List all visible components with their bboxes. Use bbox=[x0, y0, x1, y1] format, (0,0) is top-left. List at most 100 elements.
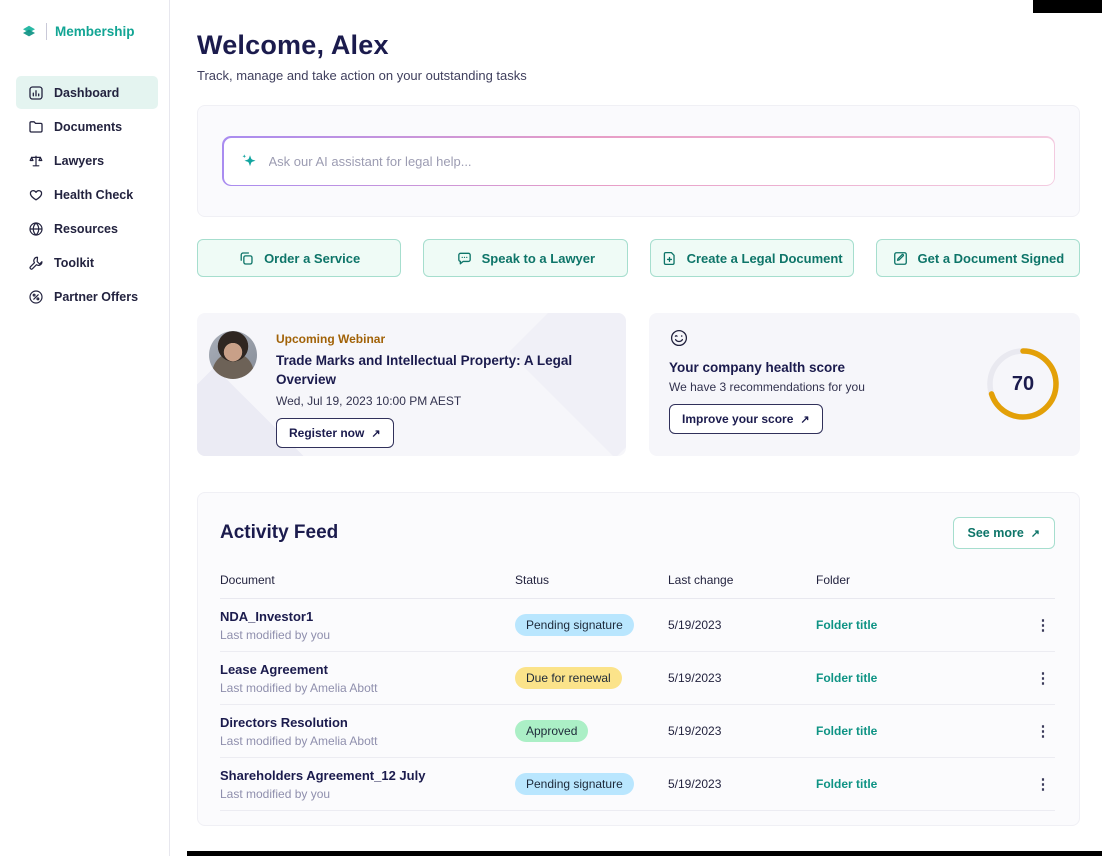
quick-action-label: Order a Service bbox=[264, 250, 361, 266]
document-title: Shareholders Agreement_12 July bbox=[220, 767, 426, 783]
document-cell: Lease Agreement Last modified by Amelia … bbox=[220, 662, 515, 695]
activity-table: Document Status Last change Folder NDA_I… bbox=[220, 573, 1055, 811]
folder-link[interactable]: Folder title bbox=[816, 724, 878, 738]
get-document-signed-button[interactable]: Get a Document Signed bbox=[875, 239, 1080, 277]
document-modified-by: Last modified by you bbox=[220, 627, 331, 642]
webinar-datetime: Wed, Jul 19, 2023 10:00 PM AEST bbox=[276, 393, 462, 408]
status-badge: Due for renewal bbox=[515, 667, 622, 689]
status-cell: Pending signature bbox=[515, 614, 668, 636]
ai-assistant-card bbox=[197, 105, 1080, 217]
screen-artifact-top bbox=[1033, 0, 1102, 13]
signature-icon bbox=[892, 250, 909, 267]
status-badge: Approved bbox=[515, 720, 589, 742]
folder-cell: Folder title bbox=[816, 616, 1021, 634]
quick-action-label: Get a Document Signed bbox=[917, 250, 1065, 266]
sidebar-item-label: Toolkit bbox=[54, 255, 95, 270]
register-now-button[interactable]: Register now bbox=[276, 417, 394, 448]
sidebar: Membership Dashboard Documents Lawyers bbox=[0, 0, 170, 856]
percent-icon bbox=[28, 289, 44, 305]
improve-score-label: Improve your score bbox=[682, 412, 794, 426]
document-title: Directors Resolution bbox=[220, 714, 348, 730]
status-cell: Due for renewal bbox=[515, 667, 668, 689]
folder-cell: Folder title bbox=[816, 669, 1021, 687]
column-header-document: Document bbox=[220, 573, 275, 587]
speak-to-lawyer-button[interactable]: Speak to a Lawyer bbox=[423, 239, 628, 277]
smiley-icon bbox=[669, 328, 689, 348]
kebab-menu-button[interactable] bbox=[1031, 613, 1055, 637]
document-cell: NDA_Investor1 Last modified by you bbox=[220, 609, 515, 642]
last-change-cell: 5/19/2023 bbox=[668, 671, 722, 685]
last-change-cell: 5/19/2023 bbox=[668, 618, 722, 632]
document-title: Lease Agreement bbox=[220, 661, 328, 677]
wrench-icon bbox=[28, 255, 44, 271]
improve-score-button[interactable]: Improve your score bbox=[669, 404, 823, 434]
sidebar-nav: Dashboard Documents Lawyers Health Check bbox=[0, 76, 169, 313]
brand-logo-icon bbox=[20, 22, 38, 40]
column-header-last-change: Last change bbox=[668, 573, 734, 587]
last-change-cell: 5/19/2023 bbox=[668, 724, 722, 738]
order-service-button[interactable]: Order a Service bbox=[197, 239, 402, 277]
sidebar-item-partner-offers[interactable]: Partner Offers bbox=[16, 280, 158, 313]
register-now-label: Register now bbox=[289, 425, 365, 440]
document-modified-by: Last modified by Amelia Abott bbox=[220, 680, 378, 695]
sidebar-item-label: Lawyers bbox=[54, 153, 105, 168]
folder-link[interactable]: Folder title bbox=[816, 777, 878, 791]
sidebar-item-label: Partner Offers bbox=[54, 289, 139, 304]
brand[interactable]: Membership bbox=[0, 22, 169, 40]
table-row: NDA_Investor1 Last modified by you Pendi… bbox=[220, 599, 1055, 652]
webinar-card: Upcoming Webinar Trade Marks and Intelle… bbox=[197, 313, 626, 456]
table-row: Lease Agreement Last modified by Amelia … bbox=[220, 652, 1055, 705]
kebab-menu-button[interactable] bbox=[1031, 666, 1055, 690]
sidebar-item-label: Resources bbox=[54, 221, 118, 236]
document-modified-by: Last modified by you bbox=[220, 786, 331, 801]
status-cell: Approved bbox=[515, 720, 668, 742]
health-score-value: 70 bbox=[1011, 372, 1035, 395]
sidebar-item-documents[interactable]: Documents bbox=[16, 110, 158, 143]
arrow-up-right-icon bbox=[1031, 526, 1040, 540]
health-score-ring: 70 bbox=[984, 345, 1062, 423]
sidebar-item-lawyers[interactable]: Lawyers bbox=[16, 144, 158, 177]
copy-icon bbox=[238, 250, 255, 267]
brand-divider bbox=[46, 22, 47, 40]
sidebar-item-label: Documents bbox=[54, 119, 123, 134]
activity-header: Activity Feed See more bbox=[220, 517, 1055, 549]
ai-assistant-input[interactable] bbox=[268, 153, 1038, 169]
sparkle-icon bbox=[240, 152, 258, 170]
activity-title: Activity Feed bbox=[220, 522, 339, 543]
main-content: Welcome, Alex Track, manage and take act… bbox=[170, 0, 1102, 856]
ai-input-gradient-border bbox=[222, 136, 1055, 186]
folder-link[interactable]: Folder title bbox=[816, 671, 878, 685]
last-change-cell: 5/19/2023 bbox=[668, 777, 722, 791]
column-header-folder: Folder bbox=[816, 573, 851, 587]
health-score-card: Your company health score We have 3 reco… bbox=[649, 313, 1080, 456]
status-badge: Pending signature bbox=[515, 773, 634, 795]
health-title: Your company health score bbox=[669, 360, 846, 375]
sidebar-item-resources[interactable]: Resources bbox=[16, 212, 158, 245]
webinar-avatar bbox=[209, 331, 257, 379]
see-more-label: See more bbox=[967, 526, 1024, 540]
webinar-eyebrow: Upcoming Webinar bbox=[276, 332, 386, 346]
page-subtitle: Track, manage and take action on your ou… bbox=[197, 68, 527, 83]
status-badge: Pending signature bbox=[515, 614, 634, 636]
create-legal-document-button[interactable]: Create a Legal Document bbox=[649, 239, 854, 277]
document-modified-by: Last modified by Amelia Abott bbox=[220, 733, 378, 748]
sidebar-item-health-check[interactable]: Health Check bbox=[16, 178, 158, 211]
folder-cell: Folder title bbox=[816, 775, 1021, 793]
kebab-menu-button[interactable] bbox=[1031, 772, 1055, 796]
document-plus-icon bbox=[661, 250, 678, 267]
sidebar-item-dashboard[interactable]: Dashboard bbox=[16, 76, 158, 109]
folder-cell: Folder title bbox=[816, 722, 1021, 740]
quick-actions: Order a Service Speak to a Lawyer Create… bbox=[197, 239, 1080, 277]
folder-icon bbox=[28, 119, 44, 135]
quick-action-label: Create a Legal Document bbox=[686, 250, 843, 266]
document-cell: Directors Resolution Last modified by Am… bbox=[220, 715, 515, 748]
folder-link[interactable]: Folder title bbox=[816, 618, 878, 632]
table-row: Directors Resolution Last modified by Am… bbox=[220, 705, 1055, 758]
sidebar-item-toolkit[interactable]: Toolkit bbox=[16, 246, 158, 279]
see-more-button[interactable]: See more bbox=[952, 517, 1055, 549]
dashboard-icon bbox=[28, 85, 44, 101]
page-title: Welcome, Alex bbox=[197, 30, 389, 60]
webinar-body: Upcoming Webinar Trade Marks and Intelle… bbox=[276, 331, 596, 448]
kebab-menu-button[interactable] bbox=[1031, 719, 1055, 743]
